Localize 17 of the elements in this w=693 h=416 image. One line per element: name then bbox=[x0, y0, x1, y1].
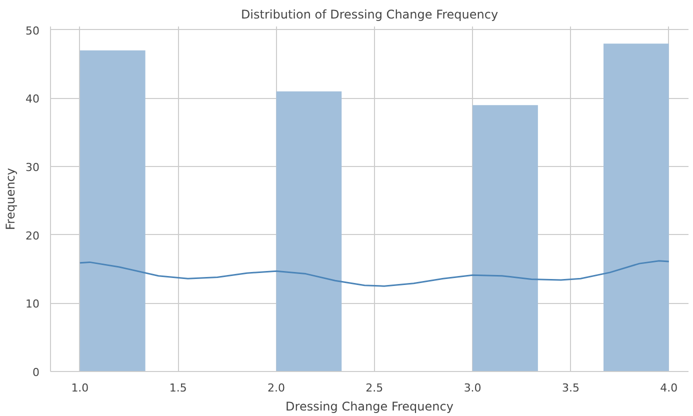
y-axis-title: Frequency bbox=[4, 168, 18, 230]
x-tick-label: 4.0 bbox=[660, 382, 678, 394]
x-tick-label: 3.5 bbox=[562, 382, 580, 394]
y-tick-label: 10 bbox=[26, 298, 40, 311]
chart-title: Distribution of Dressing Change Frequency bbox=[240, 8, 498, 22]
x-tick-label: 3.0 bbox=[464, 382, 482, 394]
y-tick-label: 20 bbox=[26, 229, 40, 242]
x-tick-label: 2.5 bbox=[366, 382, 384, 394]
y-tick-label: 0 bbox=[32, 366, 40, 379]
x-tick-label: 2.0 bbox=[268, 382, 286, 394]
y-tick-label: 30 bbox=[26, 161, 40, 174]
x-tick-label: 1.0 bbox=[71, 382, 89, 394]
x-axis-title: Dressing Change Frequency bbox=[286, 400, 454, 414]
y-tick-label: 50 bbox=[26, 24, 40, 38]
y-tick-label: 40 bbox=[26, 92, 40, 106]
x-tick-label: 1.5 bbox=[169, 382, 187, 394]
line-series bbox=[79, 260, 670, 287]
